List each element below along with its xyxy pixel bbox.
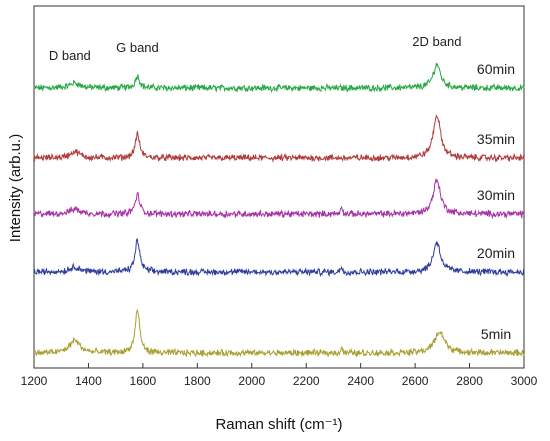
labels-group: 60min 35min 30min 20min 5min D band G band 2D b… — [49, 34, 515, 342]
x-axis-ticks: 1200 1400 1600 1800 2000 2200 2400 2600 2800 3000 — [21, 363, 538, 388]
x-tick-label-1800: 1800 — [184, 374, 211, 388]
series-label-20min: 20min — [477, 245, 515, 261]
band-label-0: D band — [49, 48, 91, 63]
series-line-35min — [33, 114, 525, 163]
band-label-2: 2D band — [412, 34, 461, 49]
x-tick-label-2000: 2000 — [238, 374, 265, 388]
series-label-60min: 60min — [477, 61, 515, 77]
x-tick-label-2400: 2400 — [347, 374, 374, 388]
plot-frame — [33, 5, 525, 369]
x-tick-label-2800: 2800 — [456, 374, 483, 388]
series-line-5min — [33, 308, 525, 358]
x-axis-title: Raman shift (cm⁻¹) — [215, 416, 342, 433]
series-line-60min — [33, 62, 525, 93]
x-tick-label-1200: 1200 — [21, 374, 48, 388]
x-tick-label-2200: 2200 — [293, 374, 320, 388]
series-line-30min — [33, 178, 525, 220]
x-tick-label-2600: 2600 — [402, 374, 429, 388]
x-tick-label-1600: 1600 — [130, 374, 157, 388]
x-tick-label-1400: 1400 — [75, 374, 102, 388]
series-label-35min: 35min — [477, 131, 515, 147]
series-group — [33, 62, 525, 358]
series-label-30min: 30min — [477, 187, 515, 203]
x-tick-label-3000: 3000 — [511, 374, 538, 388]
band-label-1: G band — [116, 40, 159, 55]
series-line-20min — [33, 238, 525, 278]
y-axis-title: Intensity (arb.u.) — [7, 134, 24, 242]
series-label-5min: 5min — [481, 326, 511, 342]
